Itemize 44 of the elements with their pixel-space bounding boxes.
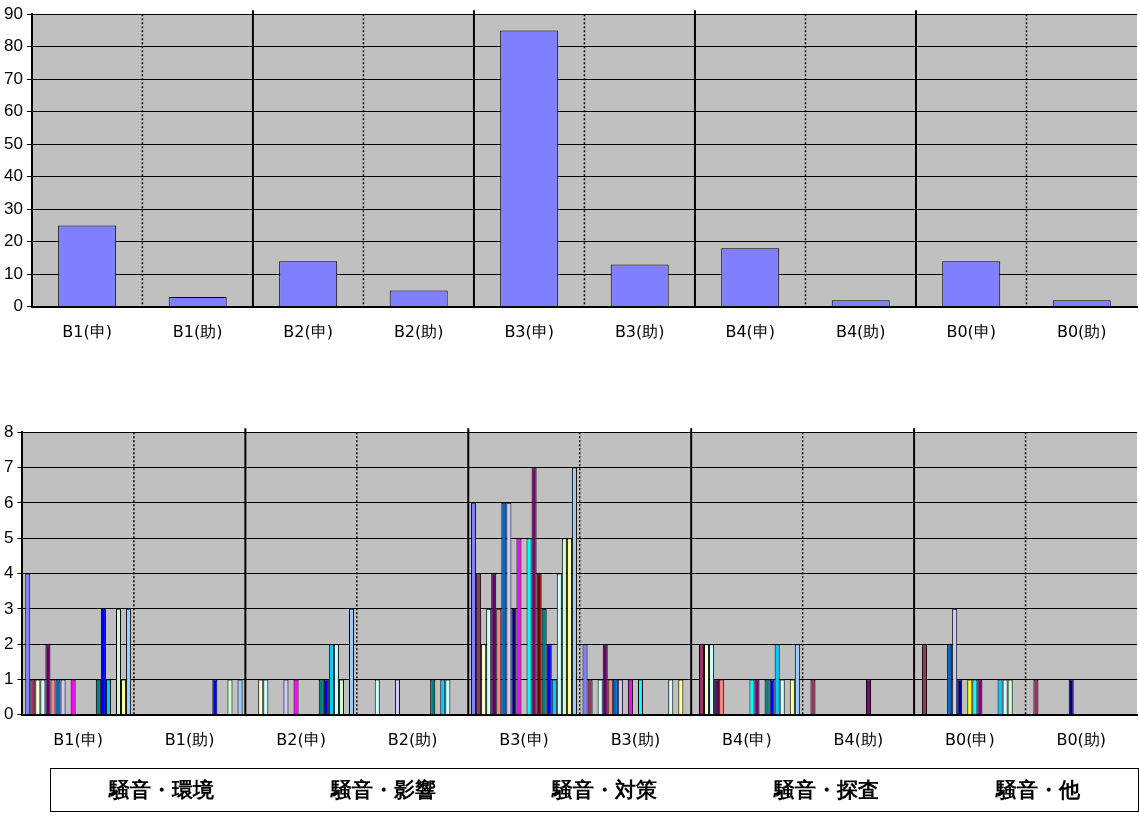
x-tick-label: B2(助) bbox=[387, 729, 438, 749]
x-tick-label: B4(申) bbox=[725, 321, 776, 341]
y-tick-label: 4 bbox=[3, 563, 14, 583]
x-tick-label: B3(助) bbox=[614, 321, 665, 341]
y-tick-label: 0 bbox=[3, 704, 14, 724]
x-tick-label: B0(助) bbox=[1056, 729, 1107, 749]
x-tick-label: B2(申) bbox=[276, 729, 326, 749]
y-tick-label: 20 bbox=[3, 231, 23, 251]
x-tick-label: B4(助) bbox=[833, 729, 884, 749]
x-tick-label: B4(助) bbox=[835, 321, 886, 341]
x-tick-label: B0(申) bbox=[945, 729, 995, 749]
x-tick-label: B1(申) bbox=[62, 321, 112, 341]
y-tick-label: 60 bbox=[3, 101, 23, 121]
y-tick-label: 0 bbox=[13, 296, 23, 316]
y-tick-label: 8 bbox=[3, 421, 14, 441]
x-tick-label: B1(助) bbox=[172, 321, 223, 341]
x-tick-label: B4(申) bbox=[722, 729, 772, 749]
y-tick-label: 30 bbox=[3, 198, 23, 218]
y-tick-label: 50 bbox=[3, 133, 23, 153]
text: 騒音・影響 bbox=[330, 777, 436, 804]
y-tick-label: 3 bbox=[3, 598, 14, 618]
y-tick-label: 2 bbox=[3, 633, 14, 653]
y-tick-label: 10 bbox=[3, 263, 23, 283]
x-tick-label: B2(申) bbox=[283, 321, 333, 341]
x-tick-label: B1(申) bbox=[53, 729, 103, 749]
x-tick-label: B1(助) bbox=[164, 729, 215, 749]
x-tick-label: B3(助) bbox=[610, 729, 661, 749]
y-tick-label: 6 bbox=[3, 492, 14, 512]
x-tick-label: B0(申) bbox=[946, 321, 997, 341]
y-tick-label: 80 bbox=[3, 36, 23, 56]
text: 騒音・環境 bbox=[109, 777, 215, 804]
y-tick-label: 7 bbox=[3, 457, 14, 477]
y-tick-label: 70 bbox=[3, 68, 23, 88]
y-tick-label: 5 bbox=[3, 527, 14, 547]
x-tick-label: B2(助) bbox=[393, 321, 444, 341]
text: 騒音・探査 bbox=[774, 777, 880, 804]
x-tick-label: B0(助) bbox=[1056, 321, 1107, 341]
y-tick-label: 90 bbox=[3, 3, 23, 23]
x-tick-label: B3(申) bbox=[499, 729, 549, 749]
x-tick-label: B3(申) bbox=[504, 321, 555, 341]
text: 騒音・対策 bbox=[552, 777, 658, 804]
text: 騒音・他 bbox=[995, 777, 1080, 804]
y-tick-label: 1 bbox=[3, 669, 14, 689]
y-tick-label: 40 bbox=[3, 166, 23, 186]
